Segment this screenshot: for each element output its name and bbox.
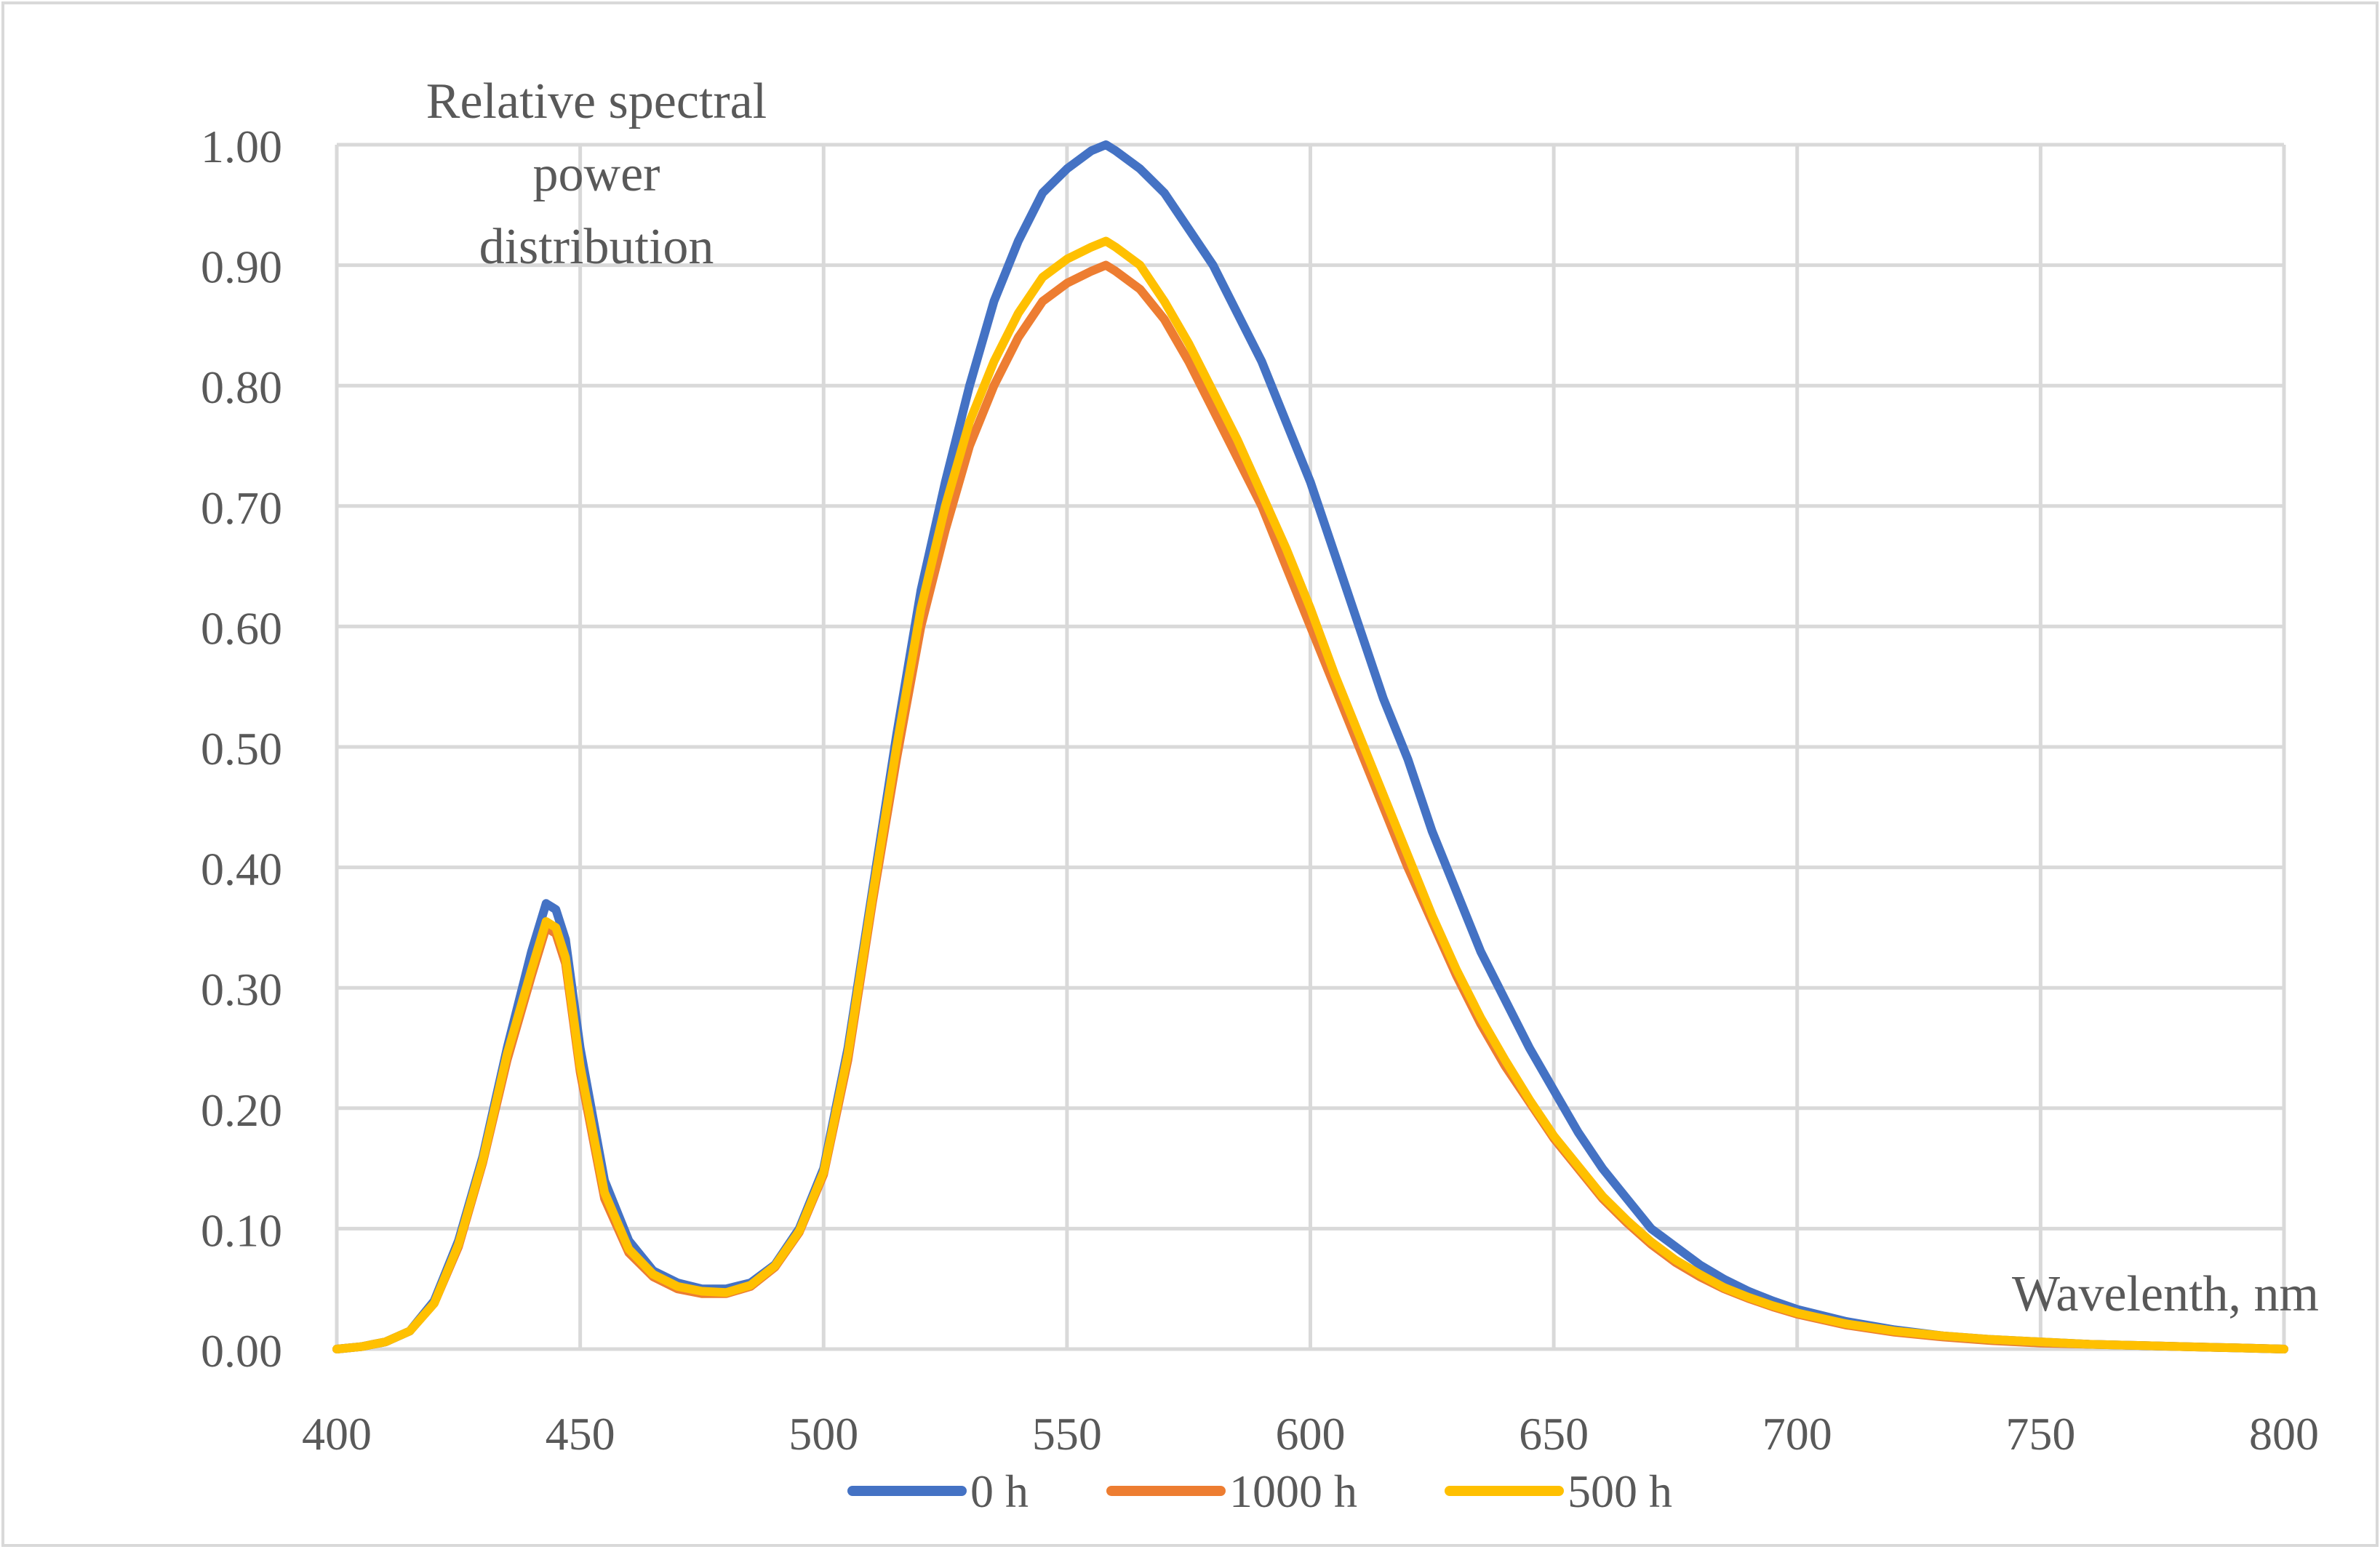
x-tick-label: 500 (788, 1408, 858, 1460)
legend-label: 500 h (1568, 1465, 1672, 1517)
y-tick-label: 1.00 (201, 121, 282, 172)
grid-lines (335, 143, 2286, 1351)
y-tick-labels: 0.00 0.10 0.20 0.30 0.40 0.50 0.60 0.70 0.80 0.90… (201, 121, 282, 1377)
x-tick-label: 750 (2005, 1408, 2075, 1460)
x-tick-label: 650 (1519, 1408, 1589, 1460)
x-tick-label: 400 (302, 1408, 372, 1460)
y-tick-label: 0.60 (201, 602, 282, 654)
y-axis-title: Relative spectral power distribution (426, 73, 767, 275)
series-lines (332, 140, 2288, 1353)
y-tick-label: 0.50 (201, 723, 282, 775)
y-tick-label: 0.20 (201, 1084, 282, 1136)
x-tick-label: 600 (1276, 1408, 1346, 1460)
y-tick-label: 0.80 (201, 361, 282, 413)
y-tick-label: 0.40 (201, 844, 282, 895)
legend-label: 1000 h (1229, 1465, 1357, 1517)
y-tick-label: 0.70 (201, 482, 282, 534)
y-tick-label: 0.00 (201, 1325, 282, 1377)
x-tick-label: 550 (1032, 1408, 1102, 1460)
x-tick-label: 800 (2249, 1408, 2319, 1460)
x-tick-label: 700 (1762, 1408, 1832, 1460)
series-line-500-h (332, 236, 2288, 1353)
y-tick-label: 0.90 (201, 241, 282, 293)
y-tick-label: 0.30 (201, 964, 282, 1015)
y-axis-title-line-2: power (533, 146, 660, 202)
x-tick-labels: 400 450 500 550 600 650 700 750 800 (302, 1408, 2319, 1460)
legend-label: 0 h (970, 1465, 1029, 1517)
y-axis-title-line-1: Relative spectral (426, 73, 767, 129)
x-tick-label: 450 (546, 1408, 615, 1460)
legend: 0 h 1000 h 500 h (847, 1465, 1672, 1517)
y-axis-title-line-3: distribution (479, 219, 714, 275)
y-tick-label: 0.10 (201, 1204, 282, 1256)
x-axis-title: Wavelenth, nm (2012, 1266, 2319, 1322)
